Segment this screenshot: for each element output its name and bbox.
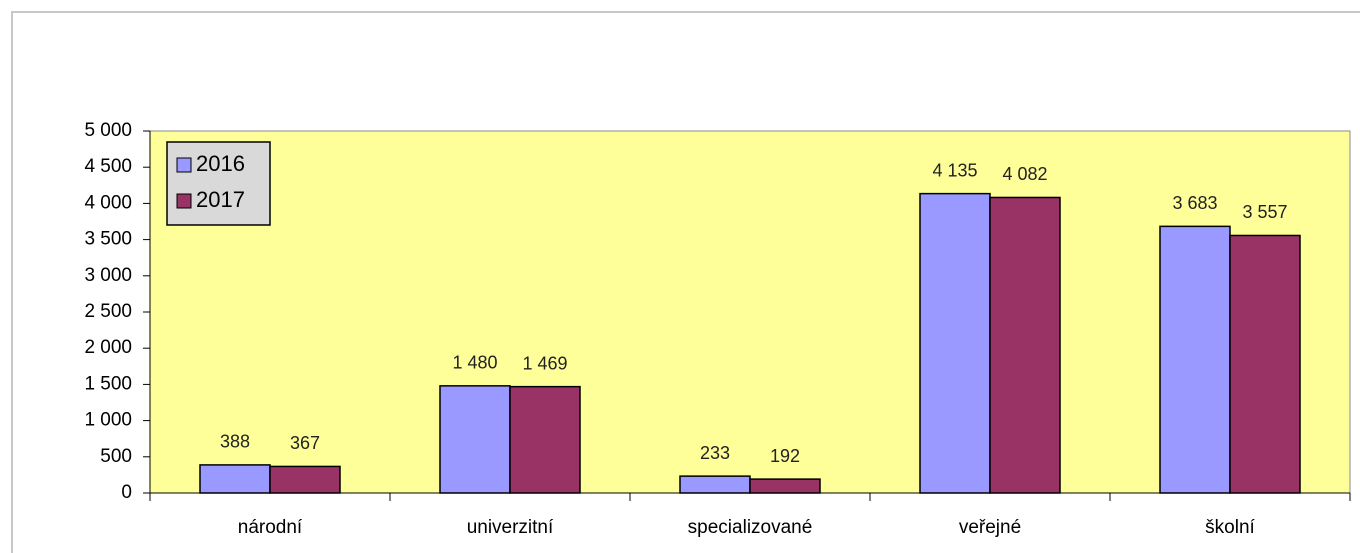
y-tick-label: 4 500 bbox=[84, 156, 132, 177]
value-label: 4 135 bbox=[932, 160, 977, 180]
bar bbox=[749, 478, 821, 494]
value-label: 1 469 bbox=[522, 353, 567, 373]
y-tick-label: 5 000 bbox=[84, 120, 132, 141]
x-tick-label: univerzitní bbox=[467, 517, 554, 538]
legend-label: 2017 bbox=[196, 187, 245, 212]
legend-swatch bbox=[176, 157, 192, 173]
value-label: 388 bbox=[220, 432, 250, 452]
x-tick-label: specializované bbox=[688, 517, 813, 538]
value-label: 233 bbox=[700, 443, 730, 463]
value-label: 1 480 bbox=[452, 353, 497, 373]
y-tick-label: 500 bbox=[100, 446, 132, 467]
y-tick-label: 3 500 bbox=[84, 229, 132, 250]
bar bbox=[1229, 234, 1301, 494]
bar bbox=[269, 465, 341, 494]
y-tick-label: 1 500 bbox=[84, 373, 132, 394]
x-tick-label: národní bbox=[238, 517, 303, 538]
legend-swatch bbox=[176, 193, 192, 209]
legend-label: 2016 bbox=[196, 151, 245, 176]
y-tick-label: 4 000 bbox=[84, 192, 132, 213]
value-label: 3 683 bbox=[1172, 193, 1217, 213]
bar bbox=[509, 385, 581, 494]
y-tick-label: 0 bbox=[121, 482, 132, 503]
value-label: 3 557 bbox=[1242, 202, 1287, 222]
y-tick-label: 3 000 bbox=[84, 265, 132, 286]
legend-box bbox=[166, 141, 271, 226]
y-tick-label: 2 000 bbox=[84, 337, 132, 358]
frame bbox=[11, 11, 1360, 553]
bar bbox=[919, 192, 991, 494]
y-tick-label: 2 500 bbox=[84, 301, 132, 322]
y-tick-label: 1 000 bbox=[84, 410, 132, 431]
bar bbox=[989, 196, 1061, 494]
bar bbox=[679, 475, 751, 494]
value-label: 4 082 bbox=[1002, 164, 1047, 184]
bar bbox=[1159, 225, 1231, 494]
bar bbox=[439, 385, 511, 494]
x-tick-label: školní bbox=[1205, 517, 1255, 538]
x-tick-label: veřejné bbox=[959, 517, 1021, 538]
value-label: 367 bbox=[290, 433, 320, 453]
value-label: 192 bbox=[770, 446, 800, 466]
bar bbox=[199, 464, 271, 494]
